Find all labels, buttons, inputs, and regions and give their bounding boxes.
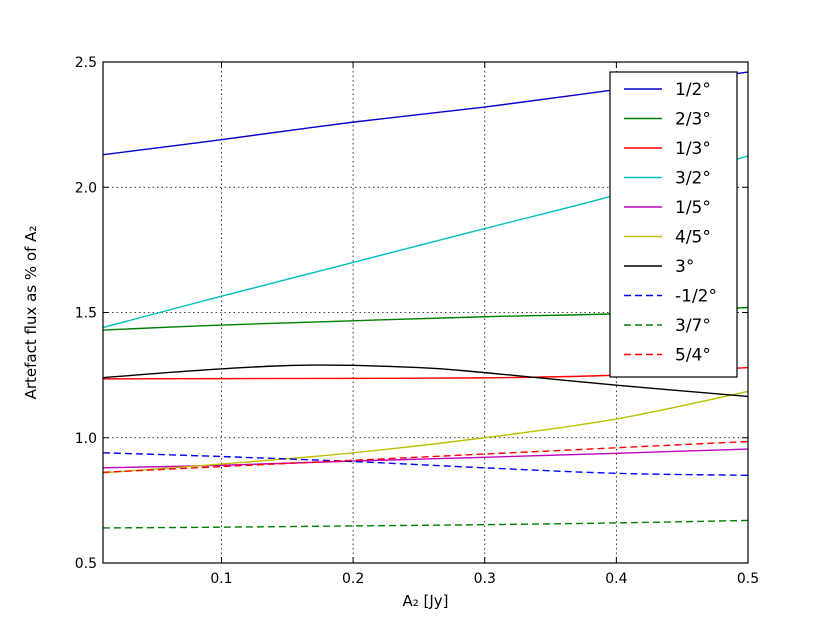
x-tick-label: 0.4 — [605, 571, 627, 587]
series-line-5 — [103, 448, 748, 469]
legend-label: 3° — [675, 257, 694, 277]
series-line-6 — [103, 390, 748, 474]
legend-box — [609, 71, 738, 378]
y-axis-label: Artefact flux as % of A₂ — [22, 226, 40, 400]
series-line-9 — [103, 519, 748, 529]
x-tick-label: 0.2 — [342, 571, 364, 587]
legend-item: 3/2° — [624, 169, 711, 189]
legend-item: 3/7° — [624, 316, 711, 336]
series-lines — [103, 71, 748, 529]
legend-label: 3/7° — [675, 316, 711, 336]
series-line-10 — [103, 440, 748, 474]
y-tick-label: 2.0 — [75, 180, 97, 196]
legend-item: 3° — [624, 257, 694, 277]
legend-item: 4/5° — [624, 228, 711, 248]
legend-label: 1/3° — [675, 139, 711, 159]
legend-label: 5/4° — [675, 346, 711, 366]
y-tick-label: 1.5 — [75, 306, 97, 322]
x-axis-label: A₂ [Jy] — [402, 592, 448, 610]
legend: 1/2° 2/3° 1/3° 3/2° 1/5° 4/5° 3° -1/2° 3/7° 5/4° — [609, 71, 738, 378]
x-tick-label: 0.1 — [210, 571, 232, 587]
legend-label: 2/3° — [675, 110, 711, 130]
legend-label: 3/2° — [675, 169, 711, 189]
legend-item: -1/2° — [624, 287, 717, 307]
legend-item: 1/3° — [624, 139, 711, 159]
series-line-7 — [103, 364, 748, 398]
legend-item: 2/3° — [624, 110, 711, 130]
axis-ticks: 0.1 0.2 0.3 0.4 0.5 0.5 1.0 1.5 2.0 2.5 — [75, 55, 759, 587]
y-tick-label: 1.0 — [75, 431, 97, 447]
x-tick-label: 0.5 — [737, 571, 759, 587]
y-tick-label: 0.5 — [75, 556, 97, 572]
x-tick-label: 0.3 — [474, 571, 496, 587]
legend-label: -1/2° — [675, 287, 717, 307]
legend-label: 1/5° — [675, 198, 711, 218]
axis-labels: A₂ [Jy] Artefact flux as % of A₂ — [22, 226, 449, 610]
legend-item: 5/4° — [624, 346, 711, 366]
series-line-8 — [103, 452, 748, 477]
legend-item: 1/5° — [624, 198, 711, 218]
y-tick-label: 2.5 — [75, 55, 97, 71]
legend-label: 1/2° — [675, 80, 711, 100]
legend-label: 4/5° — [675, 228, 711, 248]
legend-item: 1/2° — [624, 80, 711, 100]
